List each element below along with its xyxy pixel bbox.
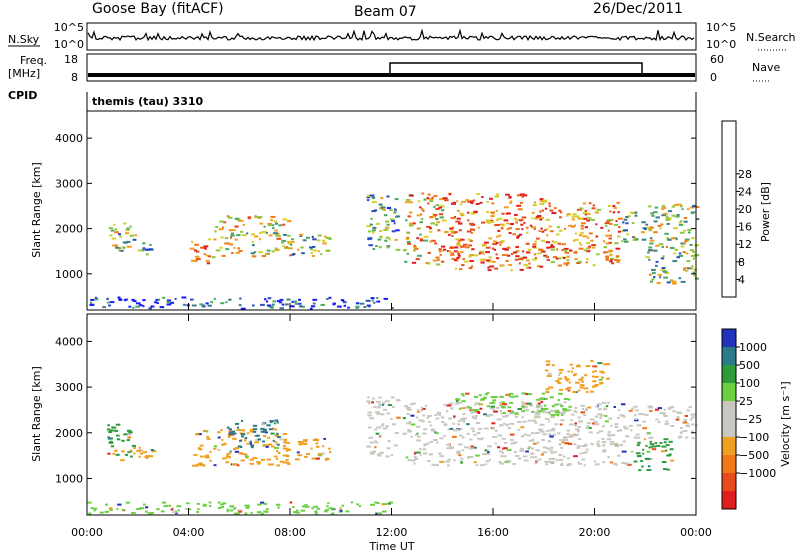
nave-tick-high: 60 [710, 53, 724, 66]
time-axis: 00:00 04:00 08:00 12:00 16:00 20:00 00:00 [71, 303, 712, 539]
velocity-colorbar-swatch-5 [722, 419, 736, 438]
nave-label: Nave [752, 61, 780, 74]
freq-label: Freq. [20, 54, 47, 67]
power-echo-patch-0 [108, 222, 138, 252]
time-tick-label-4: 16:00 [477, 526, 509, 539]
power-ylabel: Slant Range [km] [30, 162, 43, 258]
velocity-colorbar-tick-5: −100 [739, 431, 769, 444]
nsearch-tick-high: 10^5 [706, 21, 736, 34]
time-tick-label-1: 04:00 [173, 526, 205, 539]
velocity-echo-patch-6 [402, 401, 635, 467]
freq-tick-high: 18 [64, 53, 78, 66]
velocity-colorbar: 1000 500 100 25 −25 −100 −500 −1000 [721, 328, 776, 510]
nsky-panel [86, 22, 697, 51]
velocity-colorbar-swatch-2 [722, 365, 736, 384]
power-colorbar-tick-3: 16 [738, 221, 752, 234]
velocity-echo-patch-1 [112, 446, 157, 462]
power-echo-patch-5 [366, 194, 401, 251]
velocity-echo-patch-4 [294, 437, 332, 461]
velocity-ytick-label-3: 4000 [55, 335, 83, 348]
nsky-tick-high: 10^5 [54, 21, 84, 34]
cpid-label: CPID [8, 89, 37, 102]
velocity-colorbar-tick-2: 100 [739, 377, 760, 390]
power-colorbar-tick-6: 28 [738, 168, 752, 181]
nsky-tick-low: 10^0 [54, 38, 84, 51]
power-colorbar-tick-2: 12 [738, 238, 752, 251]
velocity-colorbar-tick-4: −25 [739, 413, 762, 426]
velocity-colorbar-tick-0: 1000 [739, 341, 767, 354]
date-title: 26/Dec/2011 [593, 1, 683, 17]
power-echo-patch-10 [645, 203, 700, 285]
power-echo-patch-8 [544, 201, 623, 267]
velocity-echo-patch-9 [633, 405, 698, 440]
velocity-colorbar-swatch-0 [722, 329, 736, 348]
power-ytick-label-2: 3000 [55, 177, 83, 190]
power-colorbar-frame [721, 120, 737, 298]
velocity-colorbar-tick-6: −500 [739, 449, 769, 462]
power-colorbar-tick-5: 24 [738, 185, 752, 198]
power-echo-patch-3 [214, 215, 293, 258]
power-colorbar-label: Power [dB] [759, 182, 772, 242]
power-echo-patch-9 [621, 211, 647, 243]
freq-unit-label: [MHz] [8, 67, 40, 80]
velocity-colorbar-tick-7: −1000 [739, 467, 776, 480]
velocity-axis: 1000 2000 3000 4000 [55, 335, 696, 485]
velocity-colorbar-swatch-8 [722, 473, 736, 492]
velocity-colorbar-tick-3: 25 [739, 395, 753, 408]
power-axis: 1000 2000 3000 4000 [55, 132, 696, 281]
velocity-echo-patch-7 [455, 391, 572, 417]
beam-title: Beam 07 [354, 4, 417, 20]
velocity-ylabel: Slant Range [km] [30, 366, 43, 462]
time-tick-label-6: 00:00 [680, 526, 712, 539]
nsky-label: N.Sky [8, 33, 40, 46]
power-colorbar: 4 8 12 16 20 24 28 [721, 120, 752, 298]
velocity-colorbar-swatch-4 [722, 401, 736, 420]
power-ytick-label-1: 2000 [55, 223, 83, 236]
velocity-colorbar-swatch-3 [722, 383, 736, 402]
time-tick-label-0: 00:00 [71, 526, 103, 539]
freq-tick-low: 8 [71, 71, 78, 84]
cpid-value: themis (tau) 3310 [92, 95, 204, 108]
power-ytick-label-0: 1000 [55, 268, 83, 281]
time-tick-label-5: 20:00 [579, 526, 611, 539]
power-echo-patch-6 [403, 192, 447, 266]
power-colorbar-tick-0: 4 [738, 273, 745, 286]
freq-trace [88, 73, 695, 77]
velocity-colorbar-swatch-9 [722, 491, 736, 510]
time-tick-label-3: 12:00 [376, 526, 408, 539]
power-echo-patch-4 [290, 233, 332, 257]
velocity-ytick-label-2: 3000 [55, 381, 83, 394]
velocity-data-layer [87, 359, 698, 515]
power-echo-patch-11 [89, 296, 394, 310]
velocity-ytick-label-0: 1000 [55, 472, 83, 485]
velocity-colorbar-swatch-6 [722, 437, 736, 456]
velocity-echo-patch-3 [226, 419, 281, 449]
nave-tick-low: 0 [710, 71, 717, 84]
velocity-echo-patch-8 [544, 359, 611, 394]
nsearch-tick-low: 10^0 [706, 38, 736, 51]
freq-panel [86, 53, 697, 82]
velocity-colorbar-label: Velocity [m s⁻¹] [779, 381, 792, 466]
nsky-trace [87, 28, 695, 42]
velocity-colorbar-swatch-7 [722, 455, 736, 474]
velocity-ytick-label-1: 2000 [55, 427, 83, 440]
velocity-echo-patch-5 [366, 396, 401, 458]
nsearch-label: N.Search [746, 31, 796, 44]
power-data-layer [89, 192, 700, 310]
velocity-colorbar-swatch-1 [722, 347, 736, 366]
power-colorbar-tick-4: 20 [738, 203, 752, 216]
power-echo-patch-7 [442, 192, 548, 272]
time-tick-label-2: 08:00 [274, 526, 306, 539]
velocity-colorbar-tick-1: 500 [739, 359, 760, 372]
power-echo-patch-1 [137, 242, 154, 256]
power-echo-patch-2 [189, 238, 217, 265]
power-colorbar-tick-1: 8 [738, 256, 745, 269]
time-axis-label: Time UT [368, 540, 414, 553]
velocity-echo-patch-11 [87, 501, 393, 515]
velocity-echo-patch-10 [633, 438, 675, 472]
radar-title: Goose Bay (fitACF) [92, 1, 224, 17]
power-ytick-label-3: 4000 [55, 132, 83, 145]
velocity-echo-patch-0 [106, 423, 136, 458]
